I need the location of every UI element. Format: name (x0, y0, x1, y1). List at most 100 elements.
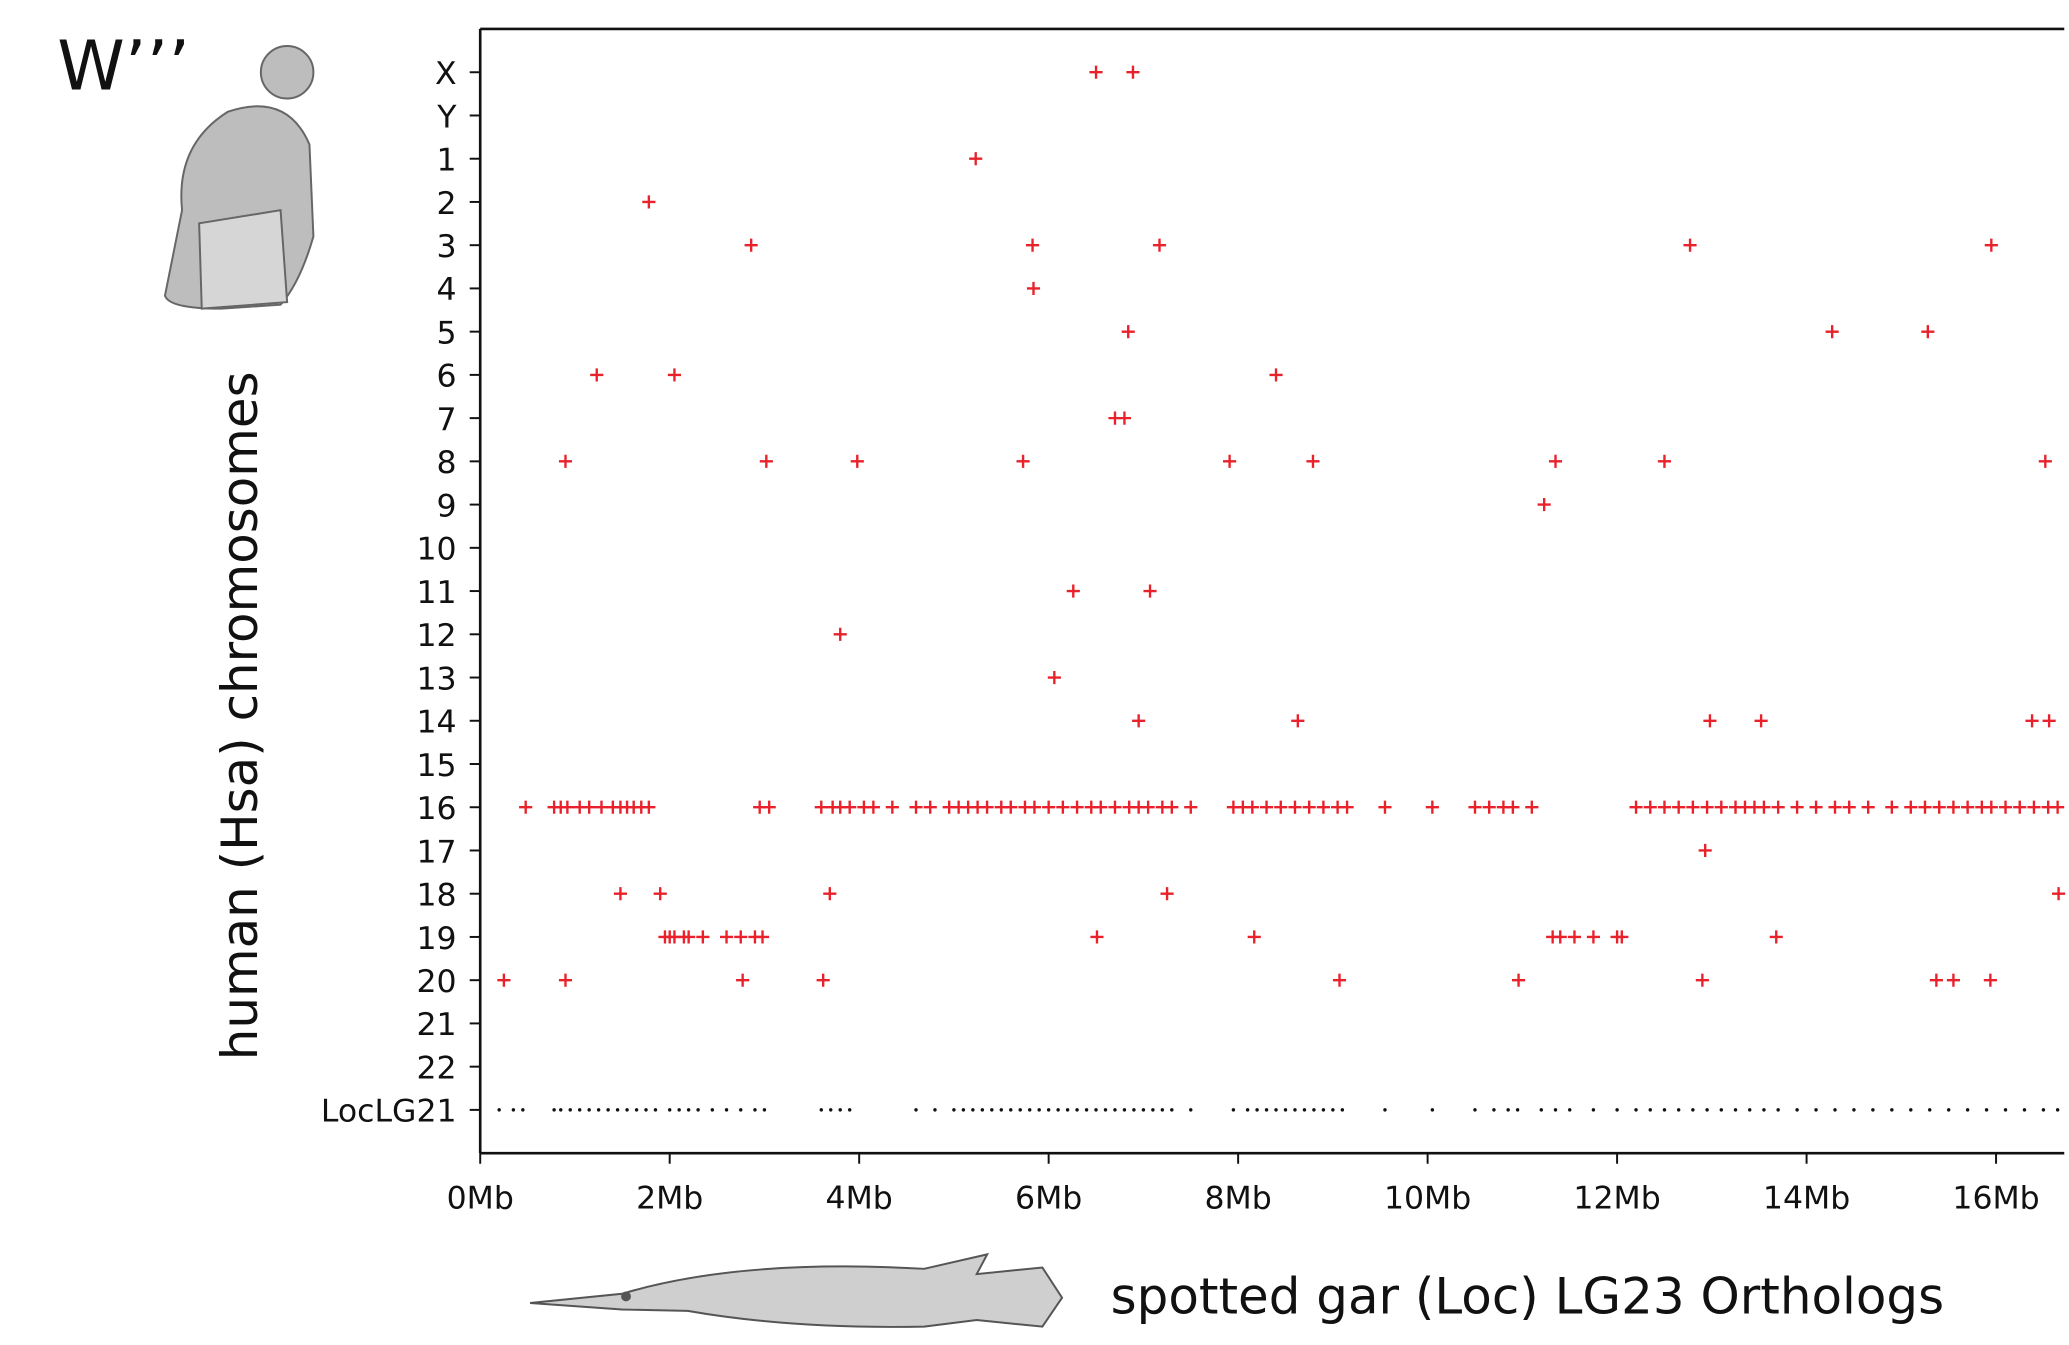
ortholog-marker (969, 152, 983, 166)
ortholog-dot (1293, 1108, 1297, 1112)
ortholog-marker (1946, 973, 1960, 987)
ortholog-marker (1714, 800, 1728, 814)
ortholog-dot (1065, 1108, 1070, 1112)
thinker-icon (163, 44, 315, 310)
ortholog-dot (829, 1108, 833, 1112)
ortholog-marker (558, 973, 573, 987)
ortholog-dot (1553, 1108, 1558, 1112)
ortholog-marker (1160, 887, 1174, 901)
ortholog-marker (1004, 800, 1018, 814)
ortholog-marker (909, 800, 923, 814)
ortholog-marker (497, 973, 511, 987)
ortholog-marker (1885, 800, 1899, 814)
ortholog-dot (1591, 1108, 1596, 1112)
ortholog-dot (961, 1108, 966, 1112)
ortholog-dot (1132, 1108, 1136, 1112)
ortholog-dot (710, 1108, 715, 1112)
y-tick-label: 19 (416, 921, 456, 957)
ortholog-dot (686, 1108, 691, 1112)
ortholog-marker (1165, 800, 1179, 814)
ortholog-dot (1231, 1108, 1236, 1112)
ortholog-dot (1568, 1108, 1572, 1112)
ortholog-dot (677, 1108, 681, 1112)
ortholog-dot (653, 1108, 658, 1112)
ortholog-dot (1615, 1108, 1619, 1112)
ortholog-dot (497, 1108, 501, 1112)
ortholog-marker (744, 238, 758, 252)
ortholog-dot (914, 1108, 918, 1112)
ortholog-marker (719, 930, 734, 944)
ortholog-marker (734, 930, 748, 944)
y-tick-label: 11 (416, 575, 456, 611)
ortholog-marker (1828, 800, 1842, 814)
ortholog-dot (1283, 1108, 1288, 1112)
ortholog-dot (606, 1108, 610, 1112)
ortholog-marker (1698, 843, 1712, 858)
ortholog-marker (1657, 800, 1672, 814)
ortholog-marker (653, 887, 667, 901)
ortholog-dot (1009, 1108, 1013, 1112)
x-tick-label: 14Mb (1763, 1180, 1850, 1216)
ortholog-dot (1075, 1108, 1079, 1112)
ortholog-dot (1719, 1108, 1724, 1112)
ortholog-marker (843, 800, 857, 814)
y-tick-label: 21 (416, 1007, 456, 1043)
ortholog-dot (1094, 1108, 1098, 1112)
ortholog-dot (1852, 1108, 1856, 1112)
ortholog-marker (1378, 800, 1392, 814)
ortholog-marker (1700, 800, 1714, 814)
ortholog-marker (1683, 238, 1697, 252)
ortholog-dot (1733, 1108, 1738, 1112)
ortholog-dot (1648, 1108, 1652, 1112)
ortholog-dot (667, 1108, 672, 1112)
y-tick-label: LocLG21 (321, 1094, 457, 1130)
ortholog-marker (682, 930, 696, 944)
ortholog-dot (552, 1108, 556, 1112)
ortholog-dot (634, 1108, 639, 1112)
x-tick-label: 16Mb (1952, 1180, 2039, 1216)
ortholog-marker (885, 800, 899, 814)
ortholog-marker (1984, 800, 1998, 814)
ortholog-dot (696, 1108, 700, 1112)
ortholog-dot (1383, 1108, 1387, 1112)
ortholog-marker (1482, 800, 1496, 814)
ortholog-marker (980, 800, 994, 814)
ortholog-marker (519, 800, 533, 814)
ortholog-marker (667, 368, 681, 382)
ortholog-dot (559, 1108, 563, 1112)
ortholog-dot (1103, 1108, 1108, 1112)
ortholog-marker (642, 800, 656, 814)
ortholog-dot (1705, 1108, 1709, 1112)
ortholog-marker (1143, 584, 1157, 598)
ortholog-marker (1016, 454, 1030, 468)
ortholog-dot (1909, 1108, 1913, 1112)
ortholog-marker (594, 800, 609, 814)
ortholog-marker (1425, 800, 1439, 814)
ortholog-marker (1961, 800, 1975, 814)
ortholog-marker (1269, 368, 1283, 382)
y-tick-label: 13 (416, 661, 456, 697)
ortholog-marker (590, 368, 604, 382)
ortholog-dot (1634, 1108, 1638, 1112)
ortholog-dot (2022, 1108, 2027, 1112)
panel-label: W’’’ (57, 27, 190, 106)
ortholog-dot (847, 1108, 852, 1112)
ortholog-dot (1113, 1108, 1117, 1112)
x-tick-label: 10Mb (1384, 1180, 1471, 1216)
x-axis-title: spotted gar (Loc) LG23 Orthologs (1111, 1267, 1944, 1325)
ortholog-dot (1890, 1108, 1894, 1112)
ortholog-marker (1056, 800, 1070, 814)
ortholog-marker (2051, 800, 2065, 814)
ortholog-marker (1918, 800, 1932, 814)
ortholog-marker (1861, 800, 1875, 814)
ortholog-dot (1946, 1108, 1951, 1112)
ortholog-marker (1825, 325, 1839, 339)
ortholog-dot (1795, 1108, 1799, 1112)
ortholog-marker (1686, 800, 1700, 814)
ortholog-dot (1321, 1108, 1326, 1112)
ortholog-marker (814, 800, 828, 814)
ortholog-dot (980, 1108, 985, 1112)
ortholog-marker (2025, 714, 2039, 728)
ortholog-dot (625, 1108, 629, 1112)
